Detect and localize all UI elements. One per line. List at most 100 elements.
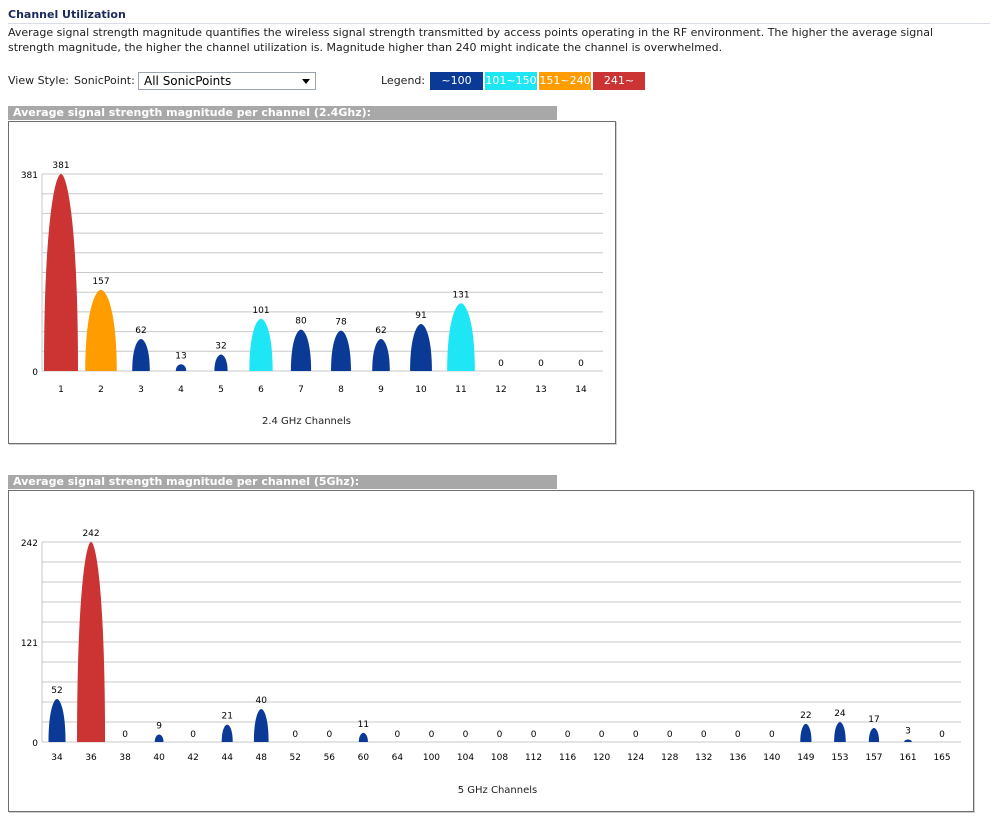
ghz24-y-tick-label: 0	[32, 368, 38, 378]
ghz5-x-tick-label: 112	[525, 753, 542, 763]
legend-item-mid: 101~150	[485, 72, 537, 90]
ghz5-x-tick-label: 100	[423, 753, 440, 763]
ghz24-x-tick-label: 3	[138, 385, 144, 395]
ghz5-data-label: 0	[190, 730, 196, 740]
ghz24-bar	[290, 329, 312, 371]
ghz5-data-label: 22	[800, 711, 811, 721]
ghz5-x-tick-label: 44	[221, 753, 233, 763]
ghz5-x-tick-label: 120	[593, 753, 610, 763]
ghz5-x-tick-label: 161	[899, 753, 916, 763]
page-title: Channel Utilization	[8, 8, 990, 24]
ghz24-x-tick-label: 9	[378, 385, 384, 395]
ghz24-data-label: 62	[135, 326, 146, 336]
ghz5-bar	[800, 723, 812, 742]
ghz5-data-label: 0	[497, 730, 503, 740]
ghz5-bar	[154, 734, 164, 742]
ghz5-data-label: 0	[122, 730, 128, 740]
ghz5-chart-panel: 0 121 242 52 34 242 36 0 38 9 40 0 42 21 44 40 48 0 52 0 56 1…	[8, 490, 974, 812]
ghz24-x-axis-title: 2.4 GHz Channels	[262, 416, 351, 427]
ghz5-data-label: 242	[82, 529, 99, 539]
sonicpoint-label: SonicPoint:	[74, 74, 135, 87]
ghz24-x-tick-label: 2	[98, 385, 104, 395]
ghz5-x-tick-label: 38	[119, 753, 131, 763]
ghz5-data-label: 24	[834, 709, 846, 719]
legend-item-low: ~100	[430, 72, 483, 90]
ghz5-bar	[904, 739, 912, 742]
ghz24-bar	[175, 364, 187, 371]
ghz5-data-label: 0	[633, 730, 639, 740]
ghz5-data-label: 0	[429, 730, 435, 740]
ghz5-bar	[77, 542, 106, 742]
ghz24-data-label: 0	[578, 359, 584, 369]
ghz5-panel-header: Average signal strength magnitude per ch…	[8, 475, 557, 489]
ghz24-chart: 0 381 381 1 157 2 62 3 13 4 32 5 101 6 80 7 78 8 62 9 91 10 13…	[21, 161, 603, 427]
ghz5-x-tick-label: 64	[392, 753, 404, 763]
ghz24-x-tick-label: 10	[415, 385, 427, 395]
ghz5-data-label: 0	[735, 730, 741, 740]
ghz24-x-tick-label: 1	[58, 385, 64, 395]
ghz24-data-label: 131	[452, 290, 469, 300]
ghz24-panel-header: Average signal strength magnitude per ch…	[8, 106, 557, 120]
sonicpoint-select[interactable]: All SonicPoints	[138, 72, 316, 90]
ghz24-x-tick-label: 14	[575, 385, 587, 395]
ghz5-x-tick-label: 140	[763, 753, 780, 763]
ghz24-x-tick-label: 13	[535, 385, 546, 395]
view-controls: View Style: SonicPoint: All SonicPoints …	[8, 72, 988, 90]
sonicpoint-select-value: All SonicPoints	[144, 74, 232, 88]
ghz5-x-tick-label: 56	[324, 753, 336, 763]
ghz5-x-tick-label: 116	[559, 753, 576, 763]
ghz24-bar	[447, 303, 475, 371]
page-description: Average signal strength magnitude quanti…	[8, 26, 934, 54]
ghz5-bar	[834, 722, 846, 742]
ghz5-bar	[221, 724, 233, 742]
ghz5-y-tick-label: 242	[21, 539, 38, 549]
ghz24-data-label: 78	[335, 318, 347, 328]
ghz5-x-axis-title: 5 GHz Channels	[458, 785, 538, 796]
ghz24-data-label: 62	[375, 326, 386, 336]
ghz5-data-label: 0	[701, 730, 707, 740]
ghz5-x-tick-label: 149	[797, 753, 814, 763]
ghz24-bar	[44, 174, 78, 371]
ghz24-data-label: 0	[498, 359, 504, 369]
ghz5-bar	[868, 727, 880, 742]
legend-item-over: 241~	[593, 72, 645, 90]
ghz24-x-tick-label: 7	[298, 385, 304, 395]
ghz24-bar	[249, 318, 273, 371]
ghz5-y-tick-label: 0	[32, 739, 38, 749]
ghz24-data-label: 91	[415, 311, 426, 321]
ghz5-x-tick-label: 108	[491, 753, 508, 763]
ghz5-bar	[48, 699, 66, 742]
ghz24-data-label: 13	[175, 351, 186, 361]
ghz5-data-label: 9	[156, 722, 162, 732]
ghz24-bar	[410, 323, 432, 371]
ghz5-x-tick-label: 34	[51, 753, 63, 763]
ghz5-data-label: 0	[667, 730, 673, 740]
ghz5-data-label: 0	[531, 730, 537, 740]
ghz5-bar	[253, 708, 269, 742]
ghz24-bar	[372, 338, 390, 371]
ghz5-data-label: 0	[769, 730, 775, 740]
chevron-down-icon[interactable]	[302, 79, 310, 84]
ghz5-x-tick-label: 128	[661, 753, 678, 763]
view-style-label: View Style:	[8, 74, 69, 87]
ghz5-x-tick-label: 52	[290, 753, 301, 763]
ghz5-x-tick-label: 60	[358, 753, 370, 763]
ghz5-x-tick-label: 36	[85, 753, 97, 763]
ghz5-data-label: 0	[939, 730, 945, 740]
ghz5-chart: 0121242523424236038940042214440480520561…	[21, 529, 961, 796]
ghz5-data-label: 0	[599, 730, 605, 740]
ghz24-x-tick-label: 6	[258, 385, 264, 395]
ghz5-data-label: 52	[51, 686, 62, 696]
ghz5-data-label: 11	[358, 720, 369, 730]
ghz5-y-tick-label: 121	[21, 639, 38, 649]
legend-label: Legend:	[381, 74, 426, 87]
ghz24-data-label: 32	[215, 341, 226, 351]
ghz5-x-tick-label: 165	[933, 753, 950, 763]
ghz24-x-tick-label: 12	[495, 385, 506, 395]
ghz5-x-tick-label: 40	[153, 753, 165, 763]
ghz5-data-label: 0	[326, 730, 332, 740]
ghz24-chart-panel: 0 381 381 1 157 2 62 3 13 4 32 5 101 6 80 7 78 8 62 9 91 10 13…	[8, 121, 616, 444]
ghz24-data-label: 381	[52, 161, 69, 171]
ghz5-x-tick-label: 42	[187, 753, 198, 763]
ghz5-x-tick-label: 157	[865, 753, 882, 763]
